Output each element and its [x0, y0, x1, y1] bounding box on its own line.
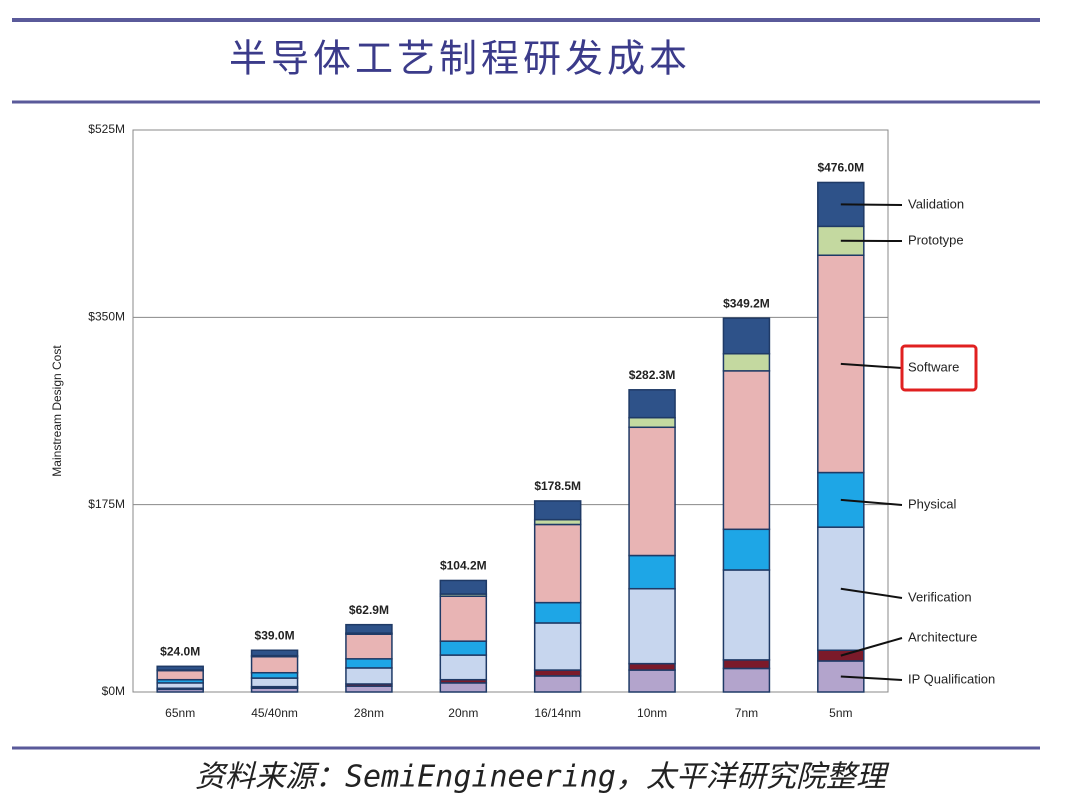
highlight-box	[900, 344, 978, 392]
y-axis-title: Mainstream Design Cost	[50, 345, 64, 477]
bar-segment	[628, 416, 676, 429]
bar-segment	[628, 426, 676, 557]
bar-segment	[439, 654, 488, 681]
x-tick-label: 16/14nm	[534, 706, 581, 720]
total-label: $349.2M	[723, 296, 770, 310]
bar-segment	[250, 655, 299, 674]
x-tick-label: 45/40nm	[251, 706, 298, 720]
y-tick-label: $350M	[88, 310, 125, 324]
bar-segment	[250, 677, 299, 688]
total-label: $282.3M	[629, 368, 676, 382]
bar-segment	[628, 669, 676, 693]
source-note: 资料来源：SemiEngineering，太平洋研究院整理	[195, 760, 890, 795]
bar-segment	[250, 671, 299, 679]
slide-title: 半导体工艺制程研发成本	[229, 37, 691, 81]
y-tick-label: $0M	[102, 684, 125, 698]
bar-segment	[628, 389, 676, 419]
legend-label: Validation	[908, 196, 964, 211]
legend-leader	[840, 362, 903, 369]
bar-segment	[345, 623, 393, 634]
bar-segment	[250, 649, 299, 657]
bar-segment	[722, 528, 771, 571]
x-tick-label: 10nm	[637, 706, 667, 720]
legend-label: Verification	[908, 589, 972, 604]
bar-segment	[533, 523, 582, 604]
legend-leader	[840, 498, 903, 506]
bar-segment	[722, 659, 771, 670]
bar-segment	[533, 601, 582, 624]
total-label: $178.5M	[534, 479, 581, 493]
y-tick-label: $525M	[88, 122, 125, 136]
legend-leader	[840, 637, 903, 657]
bar-segment	[156, 682, 204, 690]
x-tick-label: 28nm	[354, 706, 384, 720]
bar-segment	[156, 669, 204, 681]
total-label: $62.9M	[349, 603, 389, 617]
total-label: $104.2M	[440, 559, 487, 573]
bar-segment	[156, 665, 204, 671]
legend-leader	[840, 203, 903, 206]
bar-segment	[345, 658, 393, 669]
bar-segment	[722, 370, 771, 531]
bar-segment	[628, 554, 676, 590]
legend-label: Software	[908, 359, 959, 374]
legend-label: IP Qualification	[908, 671, 995, 686]
bar-segment	[345, 685, 393, 693]
bar-segment	[722, 352, 771, 372]
bar-segment	[439, 595, 488, 642]
bar-segment	[533, 500, 582, 521]
bar-segment	[533, 622, 582, 671]
bar-segment	[722, 667, 771, 693]
bar-segment	[345, 633, 393, 660]
total-label: $476.0M	[817, 161, 864, 175]
bar-segment	[345, 667, 393, 685]
legend-label: Physical	[908, 496, 957, 511]
bar-segment	[439, 682, 488, 693]
legend-label: Architecture	[908, 629, 977, 644]
plot-frame	[132, 129, 889, 693]
total-label: $24.0M	[160, 644, 200, 658]
total-label: $39.0M	[255, 628, 295, 642]
bar-segment	[533, 675, 582, 693]
y-tick-label: $175M	[88, 497, 125, 511]
legend-leader	[840, 587, 903, 599]
x-tick-label: 20nm	[448, 706, 478, 720]
x-tick-label: 5nm	[829, 706, 852, 720]
bar-segment	[722, 317, 771, 355]
legend-label: Prototype	[908, 232, 964, 247]
bar-segment	[439, 640, 488, 656]
bar-segment	[439, 579, 488, 595]
x-tick-label: 7nm	[735, 706, 758, 720]
bar-segment	[533, 669, 582, 677]
legend-leader	[840, 675, 903, 681]
bar-segment	[628, 587, 676, 665]
bar-segment	[722, 569, 771, 661]
bar-segment	[628, 662, 676, 671]
x-tick-label: 65nm	[165, 706, 195, 720]
